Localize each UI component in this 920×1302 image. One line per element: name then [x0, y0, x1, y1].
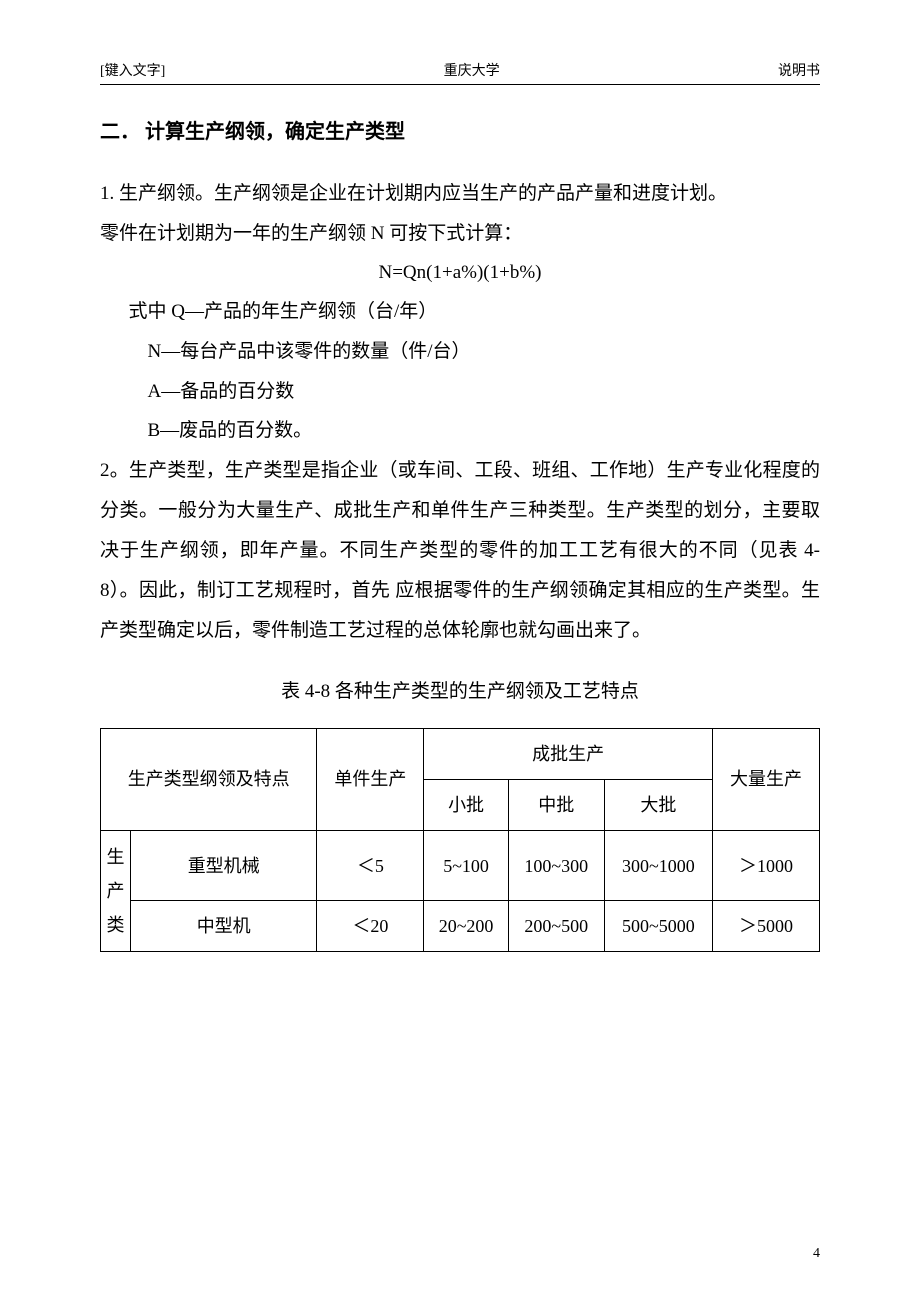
paragraph-1-line-1: 1. 生产纲领。生产纲领是企业在计划期内应当生产的产品产量和进度计划。 [100, 174, 820, 214]
table-row-label: 重型机械 [131, 831, 317, 901]
table-header-col1: 生产类型纲领及特点 [101, 728, 317, 830]
table-cell: ＞5000 [712, 901, 819, 952]
table-cell: 200~500 [508, 901, 604, 952]
table-cell: ＜5 [317, 831, 424, 901]
table-header-col3-group: 成批生产 [424, 728, 712, 779]
definition-n: N—每台产品中该零件的数量（件/台） [100, 332, 820, 372]
header-right: 说明书 [778, 60, 820, 80]
table-header-col2: 单件生产 [317, 728, 424, 830]
table-cell: 100~300 [508, 831, 604, 901]
table-cell: ＞1000 [712, 831, 819, 901]
table-row-group-label: 生产类 [101, 831, 131, 952]
paragraph-2: 2。生产类型，生产类型是指企业（或车间、工段、班组、工作地）生产专业化程度的分类… [100, 451, 820, 650]
header-rule [100, 84, 820, 85]
page-number: 4 [813, 1246, 820, 1262]
production-type-table: 生产类型纲领及特点 单件生产 成批生产 大量生产 小批 中批 大批 生产类 重型… [100, 728, 820, 953]
formula: N=Qn(1+a%)(1+b%) [100, 262, 820, 284]
table-row: 生产类 重型机械 ＜5 5~100 100~300 300~1000 ＞1000 [101, 831, 820, 901]
table-header-row-1: 生产类型纲领及特点 单件生产 成批生产 大量生产 [101, 728, 820, 779]
table-row: 中型机 ＜20 20~200 200~500 500~5000 ＞5000 [101, 901, 820, 952]
page-header: [键入文字] 重庆大学 说明书 [100, 60, 820, 80]
table-cell: 500~5000 [604, 901, 712, 952]
table-cell: ＜20 [317, 901, 424, 952]
paragraph-1-line-2: 零件在计划期为一年的生产纲领 N 可按下式计算： [100, 214, 820, 254]
section-heading: 二． 计算生产纲领，确定生产类型 [100, 115, 820, 144]
table-header-col3b: 中批 [508, 779, 604, 830]
definition-q: 式中 Q—产品的年生产纲领（台/年） [100, 292, 820, 332]
table-caption: 表 4-8 各种生产类型的生产纲领及工艺特点 [100, 676, 820, 703]
table-cell: 300~1000 [604, 831, 712, 901]
table-row-label: 中型机 [131, 901, 317, 952]
table-header-col3a: 小批 [424, 779, 508, 830]
table-header-col4: 大量生产 [712, 728, 819, 830]
table-cell: 5~100 [424, 831, 508, 901]
table-header-col3c: 大批 [604, 779, 712, 830]
header-left: [键入文字] [100, 60, 165, 80]
definition-a: A—备品的百分数 [100, 372, 820, 412]
table-cell: 20~200 [424, 901, 508, 952]
header-center: 重庆大学 [444, 60, 500, 80]
definition-b: B—废品的百分数。 [100, 411, 820, 451]
